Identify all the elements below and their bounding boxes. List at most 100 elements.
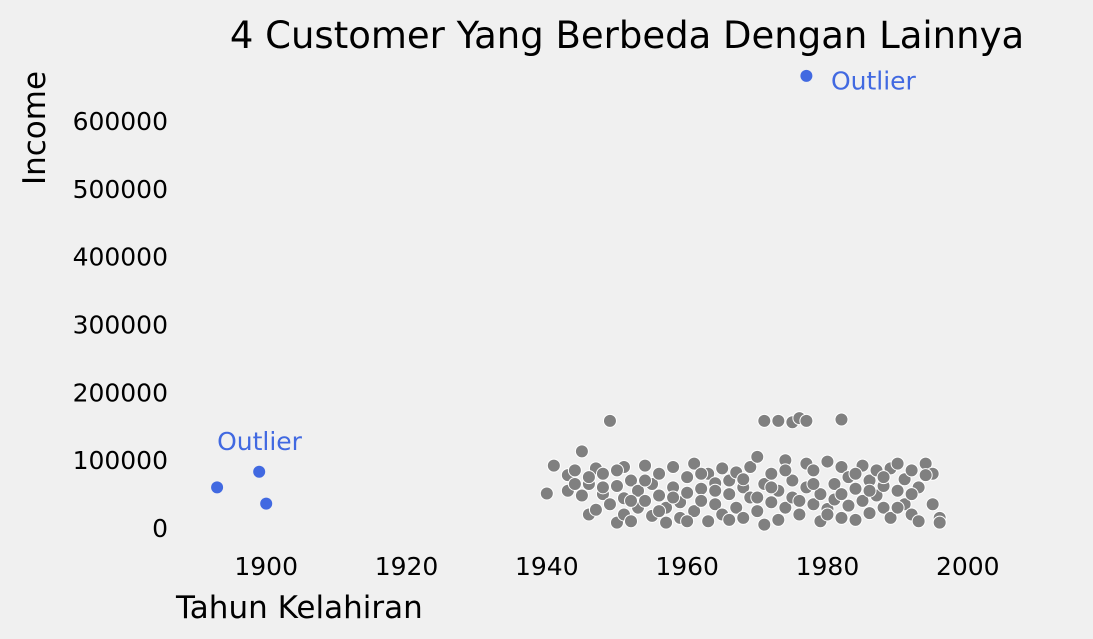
- data-point: [890, 483, 905, 498]
- data-point: [567, 463, 582, 478]
- data-point: [694, 481, 709, 496]
- data-point: [722, 512, 737, 527]
- data-point: [764, 466, 779, 481]
- data-point: [602, 413, 617, 428]
- data-point: [736, 472, 751, 487]
- data-point: [904, 487, 919, 502]
- data-point: [595, 480, 610, 495]
- data-point: [539, 486, 554, 501]
- data-point: [609, 463, 624, 478]
- data-point: [750, 490, 765, 505]
- x-tick-label: 1940: [515, 552, 579, 581]
- data-point: [638, 458, 653, 473]
- data-point: [652, 466, 667, 481]
- data-point: [736, 510, 751, 525]
- data-point: [750, 449, 765, 464]
- data-point: [806, 497, 821, 512]
- y-axis-label: Income: [17, 71, 53, 185]
- data-point: [680, 514, 695, 529]
- x-tick-labels: 1900 1920 1940 1960 1980 2000: [234, 552, 999, 581]
- data-point: [722, 487, 737, 502]
- data-point: [764, 480, 779, 495]
- data-point: [750, 504, 765, 519]
- data-point: [876, 500, 891, 515]
- data-point: [771, 413, 786, 428]
- data-point: [680, 470, 695, 485]
- data-point: [827, 476, 842, 491]
- data-point: [574, 488, 589, 503]
- data-point: [638, 493, 653, 508]
- x-tick-label: 2000: [936, 552, 1000, 581]
- y-tick-label: 200000: [73, 378, 168, 407]
- data-point: [862, 483, 877, 498]
- data-point: [792, 507, 807, 522]
- data-point: [848, 481, 863, 496]
- data-point: [848, 466, 863, 481]
- data-point: [792, 493, 807, 508]
- x-tick-label: 1980: [796, 552, 860, 581]
- data-point: [876, 470, 891, 485]
- data-point: [687, 504, 702, 519]
- y-tick-labels: 0 100000 200000 300000 400000 500000 600000: [73, 107, 168, 543]
- data-point: [764, 495, 779, 510]
- data-point: [595, 466, 610, 481]
- data-point: [602, 497, 617, 512]
- x-tick-label: 1920: [375, 552, 439, 581]
- data-point: [680, 485, 695, 500]
- outlier-point: [800, 69, 813, 82]
- data-point: [624, 514, 639, 529]
- data-point: [743, 459, 758, 474]
- data-point: [925, 497, 940, 512]
- outlier-annotation: Outlier: [217, 427, 303, 456]
- data-point: [624, 493, 639, 508]
- data-point: [862, 506, 877, 521]
- data-point: [652, 504, 667, 519]
- y-tick-label: 400000: [73, 243, 168, 272]
- outlier-points: [211, 69, 813, 510]
- regular-points: [539, 411, 947, 532]
- data-point: [806, 463, 821, 478]
- x-tick-label: 1960: [655, 552, 719, 581]
- data-point: [701, 514, 716, 529]
- data-point: [624, 473, 639, 488]
- data-point: [666, 459, 681, 474]
- data-point: [778, 500, 793, 515]
- data-point: [778, 463, 793, 478]
- y-tick-label: 0: [152, 514, 168, 543]
- data-point: [666, 490, 681, 505]
- data-point: [911, 514, 926, 529]
- outlier-annotation: Outlier: [831, 66, 917, 95]
- data-point: [785, 473, 800, 488]
- x-axis-label: Tahun Kelahiran: [175, 590, 423, 626]
- data-point: [820, 454, 835, 469]
- data-point: [932, 515, 947, 530]
- data-point: [652, 488, 667, 503]
- data-point: [918, 468, 933, 483]
- data-point: [631, 483, 646, 498]
- outlier-point: [211, 481, 224, 494]
- data-point: [609, 478, 624, 493]
- data-point: [890, 500, 905, 515]
- data-point: [904, 463, 919, 478]
- data-point: [834, 459, 849, 474]
- data-point: [771, 512, 786, 527]
- data-point: [834, 510, 849, 525]
- data-point: [806, 476, 821, 491]
- data-point: [588, 502, 603, 517]
- data-point: [883, 510, 898, 525]
- chart-title: 4 Customer Yang Berbeda Dengan Lainnya: [230, 14, 1024, 57]
- y-tick-label: 300000: [73, 311, 168, 340]
- data-point: [574, 444, 589, 459]
- y-tick-label: 600000: [73, 107, 168, 136]
- y-tick-label: 500000: [73, 175, 168, 204]
- data-point: [708, 497, 723, 512]
- data-point: [729, 500, 744, 515]
- data-point: [813, 487, 828, 502]
- data-point: [834, 412, 849, 427]
- data-point: [715, 461, 730, 476]
- data-point: [841, 498, 856, 513]
- outlier-point: [260, 497, 273, 510]
- data-point: [694, 466, 709, 481]
